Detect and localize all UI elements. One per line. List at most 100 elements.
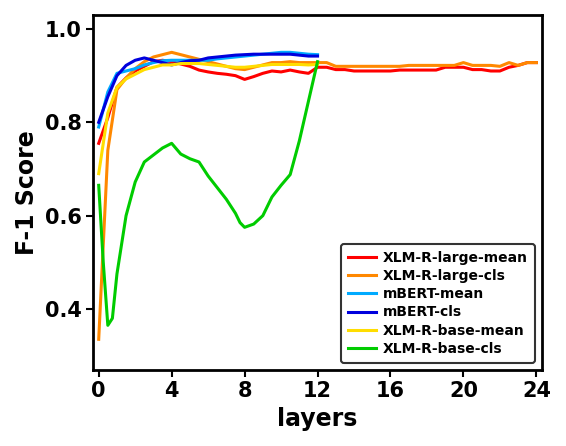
XLM-R-large-mean — [186, 64, 193, 69]
XLM-R-large-cls — [287, 59, 294, 64]
mBERT-mean — [314, 52, 321, 58]
XLM-R-large-cls — [524, 60, 531, 65]
XLM-R-base-mean — [177, 61, 184, 66]
XLM-R-base-cls — [305, 99, 312, 104]
XLM-R-large-mean — [332, 67, 339, 72]
mBERT-mean — [159, 58, 166, 63]
XLM-R-large-cls — [396, 64, 403, 69]
XLM-R-large-cls — [469, 63, 476, 68]
XLM-R-large-mean — [95, 140, 102, 146]
mBERT-cls — [141, 55, 148, 61]
Line: XLM-R-base-mean: XLM-R-base-mean — [98, 63, 318, 173]
XLM-R-large-cls — [177, 52, 184, 58]
XLM-R-base-mean — [259, 63, 266, 68]
XLM-R-base-mean — [168, 62, 175, 68]
XLM-R-base-cls — [241, 225, 248, 230]
mBERT-cls — [95, 120, 102, 125]
XLM-R-large-cls — [241, 67, 248, 72]
XLM-R-base-cls — [105, 322, 112, 328]
XLM-R-large-mean — [305, 70, 312, 76]
mBERT-cls — [296, 53, 303, 58]
XLM-R-large-mean — [524, 60, 531, 65]
Line: mBERT-cls: mBERT-cls — [98, 54, 318, 122]
XLM-R-large-mean — [341, 67, 348, 72]
XLM-R-base-cls — [168, 140, 175, 146]
XLM-R-large-cls — [414, 63, 421, 68]
XLM-R-large-cls — [405, 63, 412, 68]
XLM-R-base-mean — [214, 63, 221, 68]
XLM-R-large-cls — [487, 63, 494, 68]
XLM-R-base-cls — [132, 179, 139, 185]
XLM-R-base-mean — [287, 62, 294, 67]
XLM-R-large-cls — [360, 64, 367, 69]
X-axis label: layers: layers — [277, 407, 358, 431]
XLM-R-large-cls — [423, 63, 430, 68]
mBERT-mean — [296, 50, 303, 56]
mBERT-mean — [105, 89, 112, 95]
mBERT-mean — [205, 58, 212, 63]
XLM-R-large-mean — [105, 115, 112, 120]
XLM-R-base-mean — [314, 62, 321, 67]
XLM-R-large-cls — [387, 64, 394, 69]
XLM-R-large-cls — [496, 64, 503, 69]
XLM-R-large-mean — [123, 75, 130, 81]
XLM-R-base-cls — [278, 183, 285, 188]
XLM-R-base-cls — [100, 260, 106, 265]
XLM-R-base-mean — [223, 64, 230, 69]
XLM-R-large-mean — [405, 67, 412, 73]
XLM-R-base-mean — [268, 62, 275, 67]
mBERT-mean — [141, 62, 148, 68]
XLM-R-large-cls — [533, 60, 540, 65]
XLM-R-large-mean — [159, 58, 166, 63]
mBERT-mean — [241, 54, 248, 59]
XLM-R-large-mean — [287, 67, 294, 73]
XLM-R-large-cls — [214, 61, 221, 66]
XLM-R-large-mean — [387, 68, 394, 74]
XLM-R-large-mean — [278, 69, 285, 74]
mBERT-cls — [287, 52, 294, 57]
mBERT-cls — [268, 52, 275, 57]
mBERT-mean — [268, 50, 275, 56]
mBERT-cls — [205, 55, 212, 61]
XLM-R-base-mean — [250, 64, 257, 69]
XLM-R-large-mean — [533, 60, 540, 65]
XLM-R-large-mean — [505, 65, 512, 70]
mBERT-mean — [186, 58, 193, 63]
mBERT-mean — [250, 53, 257, 58]
XLM-R-base-cls — [314, 59, 321, 64]
mBERT-cls — [305, 54, 312, 59]
XLM-R-large-cls — [378, 64, 385, 69]
XLM-R-large-mean — [396, 67, 403, 73]
XLM-R-large-mean — [423, 67, 430, 73]
XLM-R-base-cls — [259, 213, 266, 219]
XLM-R-base-mean — [241, 65, 248, 70]
Legend: XLM-R-large-mean, XLM-R-large-cls, mBERT-mean, mBERT-cls, XLM-R-base-mean, XLM-R: XLM-R-large-mean, XLM-R-large-cls, mBERT… — [341, 244, 535, 363]
XLM-R-large-cls — [332, 64, 339, 69]
XLM-R-base-cls — [109, 316, 116, 321]
XLM-R-base-cls — [186, 156, 193, 161]
XLM-R-large-cls — [95, 337, 102, 342]
XLM-R-large-cls — [505, 60, 512, 65]
XLM-R-large-cls — [196, 57, 203, 62]
XLM-R-large-mean — [205, 69, 212, 74]
XLM-R-large-mean — [114, 85, 121, 90]
XLM-R-large-cls — [186, 54, 193, 60]
XLM-R-large-cls — [451, 63, 458, 68]
XLM-R-base-mean — [159, 62, 166, 68]
mBERT-mean — [132, 66, 139, 71]
mBERT-cls — [150, 58, 157, 63]
XLM-R-base-mean — [232, 65, 239, 70]
XLM-R-base-cls — [250, 221, 257, 227]
XLM-R-base-mean — [132, 72, 139, 77]
XLM-R-large-cls — [168, 50, 175, 55]
XLM-R-large-mean — [223, 72, 230, 77]
XLM-R-base-cls — [296, 138, 303, 144]
XLM-R-base-mean — [305, 62, 312, 68]
mBERT-cls — [223, 54, 230, 59]
XLM-R-base-mean — [105, 110, 112, 116]
mBERT-cls — [168, 62, 175, 68]
XLM-R-large-mean — [378, 68, 385, 74]
XLM-R-large-cls — [323, 60, 330, 65]
mBERT-mean — [168, 58, 175, 63]
mBERT-cls — [159, 60, 166, 65]
